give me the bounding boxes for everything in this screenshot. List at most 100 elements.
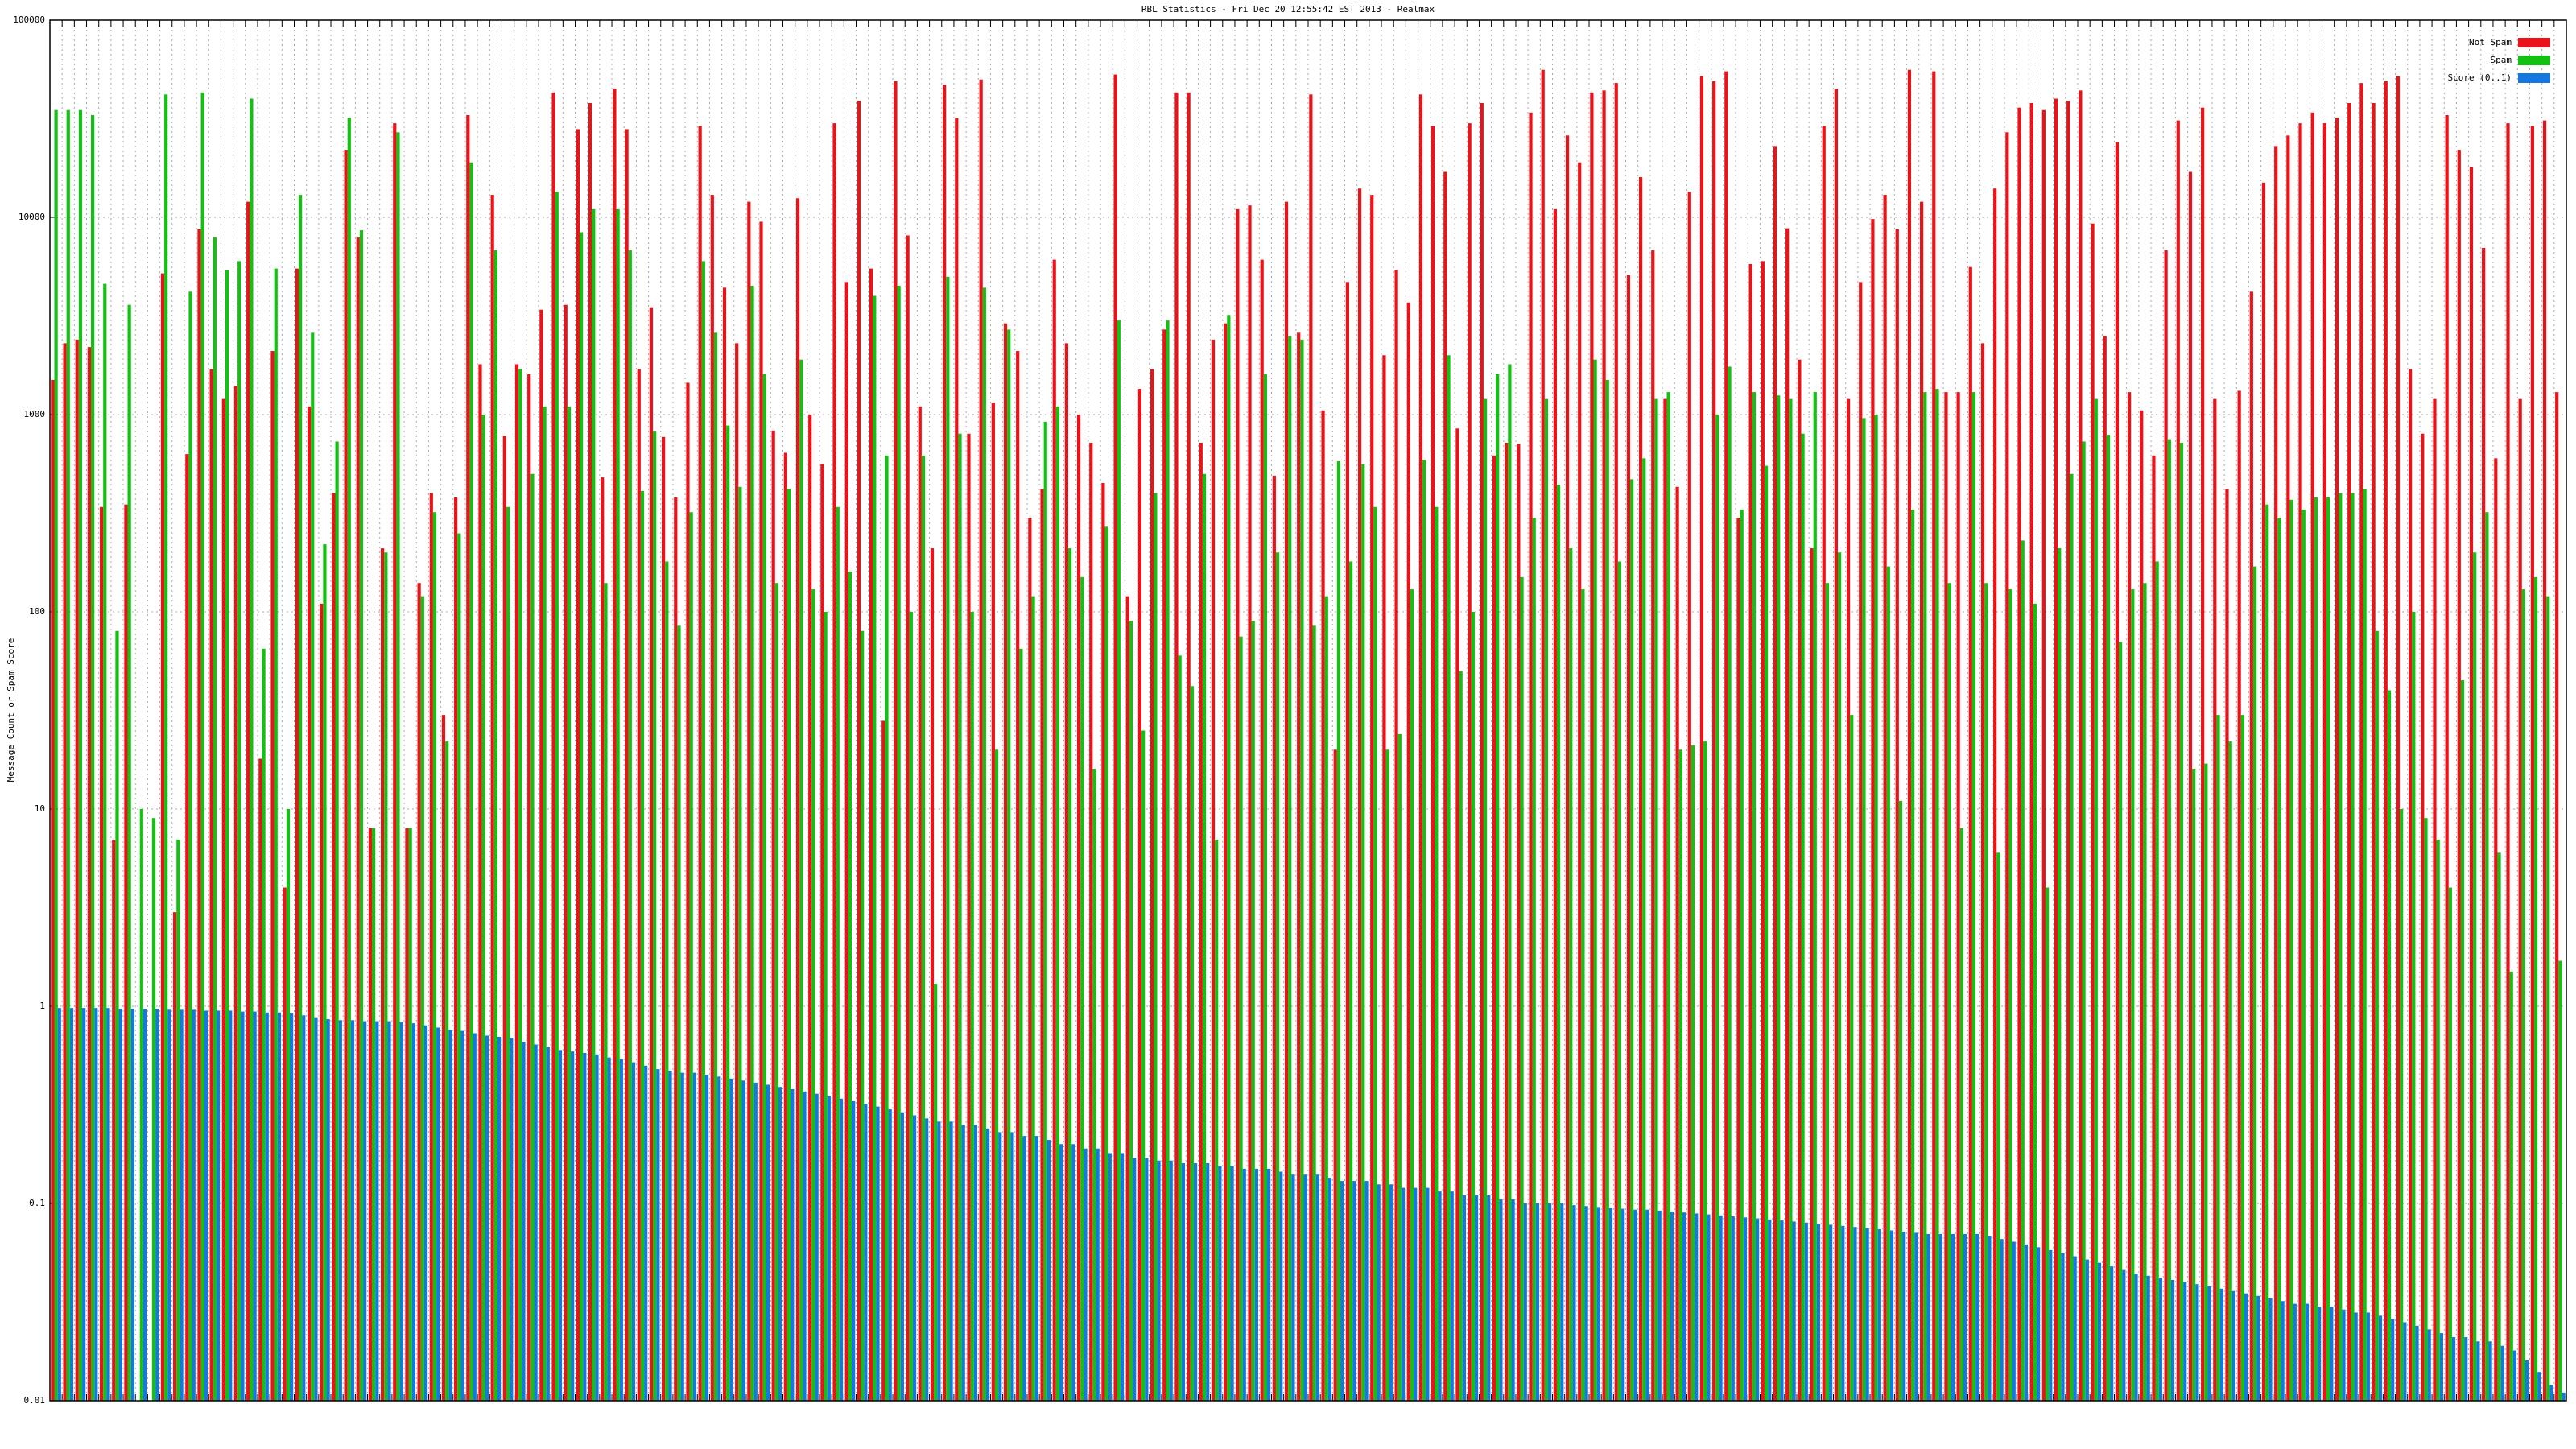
bar: [1959, 828, 1963, 1401]
bar: [1010, 1132, 1014, 1401]
bar: [1707, 1214, 1711, 1401]
bar: [469, 162, 473, 1402]
bar: [637, 369, 641, 1401]
bar: [1450, 1191, 1454, 1401]
bar: [1248, 205, 1252, 1401]
bar: [778, 1087, 782, 1401]
bar: [1108, 1153, 1112, 1401]
bar: [2000, 1239, 2004, 1401]
bar: [142, 1009, 147, 1401]
bar: [937, 1121, 941, 1401]
legend-label: Spam: [2491, 55, 2512, 65]
bar: [1569, 548, 1573, 1401]
bar: [2021, 540, 2025, 1401]
bar: [1663, 398, 1667, 1401]
bar: [677, 625, 681, 1401]
bar: [417, 583, 421, 1401]
bar: [2509, 971, 2513, 1401]
bar: [2530, 126, 2534, 1401]
bar: [1837, 552, 1842, 1401]
bar: [1556, 485, 1561, 1402]
bar: [799, 359, 803, 1402]
bar: [213, 237, 217, 1402]
plot-frame: [49, 19, 2567, 1402]
bar: [2213, 398, 2217, 1401]
bar: [497, 1036, 502, 1401]
bar: [1768, 1219, 1772, 1401]
bar: [1480, 102, 1484, 1402]
bar: [925, 1118, 929, 1401]
bar: [1792, 1221, 1796, 1401]
bar: [2445, 114, 2449, 1401]
bar: [1736, 518, 1740, 1402]
y-tick-label: 1: [39, 1001, 45, 1011]
bar: [1755, 1218, 1760, 1401]
bar: [815, 1093, 819, 1401]
bar: [185, 454, 189, 1401]
bar: [270, 351, 275, 1401]
bar: [1654, 398, 1658, 1401]
bar: [1743, 1217, 1748, 1401]
bar: [221, 398, 225, 1401]
bar: [955, 118, 959, 1401]
bar: [530, 473, 535, 1401]
bar: [592, 208, 596, 1402]
bar: [912, 1115, 917, 1401]
bar: [344, 150, 348, 1401]
bar: [2439, 1333, 2443, 1401]
bar: [1300, 339, 1304, 1401]
bar: [2054, 98, 2058, 1401]
bar: [2207, 1286, 2211, 1401]
bar: [1883, 195, 1887, 1402]
bar: [1435, 506, 1439, 1402]
bar: [665, 561, 669, 1401]
bar: [644, 1065, 648, 1401]
bar: [680, 1072, 684, 1401]
bar: [1291, 1174, 1295, 1401]
bar: [1080, 576, 1084, 1401]
bar: [2485, 512, 2489, 1401]
bar: [1690, 745, 1695, 1401]
bar: [1920, 201, 1924, 1402]
bar: [1104, 526, 1108, 1401]
bar: [2045, 887, 2050, 1401]
bar: [233, 386, 238, 1402]
bar: [906, 235, 910, 1402]
bar: [1474, 1195, 1479, 1401]
bar: [2497, 852, 2501, 1401]
bar: [2097, 1262, 2102, 1401]
bar: [921, 455, 926, 1401]
bar: [1584, 1206, 1588, 1401]
bar: [2012, 1241, 2016, 1401]
bar: [1695, 1213, 1699, 1401]
bar: [1678, 749, 1682, 1401]
bar: [601, 477, 605, 1401]
bar: [1617, 561, 1622, 1401]
bar: [616, 208, 620, 1402]
bar: [1532, 518, 1536, 1402]
bar: [2228, 741, 2232, 1401]
bar: [2372, 102, 2376, 1402]
bar: [1988, 1236, 1992, 1401]
bar: [490, 195, 494, 1402]
bar: [112, 839, 116, 1401]
bar: [1266, 1168, 1271, 1401]
bar: [1154, 493, 1158, 1401]
bar: [338, 1020, 342, 1401]
bar: [432, 512, 437, 1401]
bar: [160, 273, 165, 1401]
bar: [2391, 1319, 2395, 1401]
bar: [506, 506, 510, 1402]
bar: [2073, 1256, 2077, 1401]
bar: [173, 912, 177, 1401]
bar: [265, 1012, 269, 1401]
bar: [704, 1074, 709, 1401]
bar: [2366, 1312, 2370, 1401]
bar: [1067, 548, 1072, 1401]
bar: [897, 285, 901, 1402]
bar: [363, 1021, 367, 1401]
bar: [1764, 465, 1769, 1402]
bar: [1993, 188, 1997, 1402]
bar: [441, 715, 446, 1401]
bar: [1174, 92, 1179, 1401]
